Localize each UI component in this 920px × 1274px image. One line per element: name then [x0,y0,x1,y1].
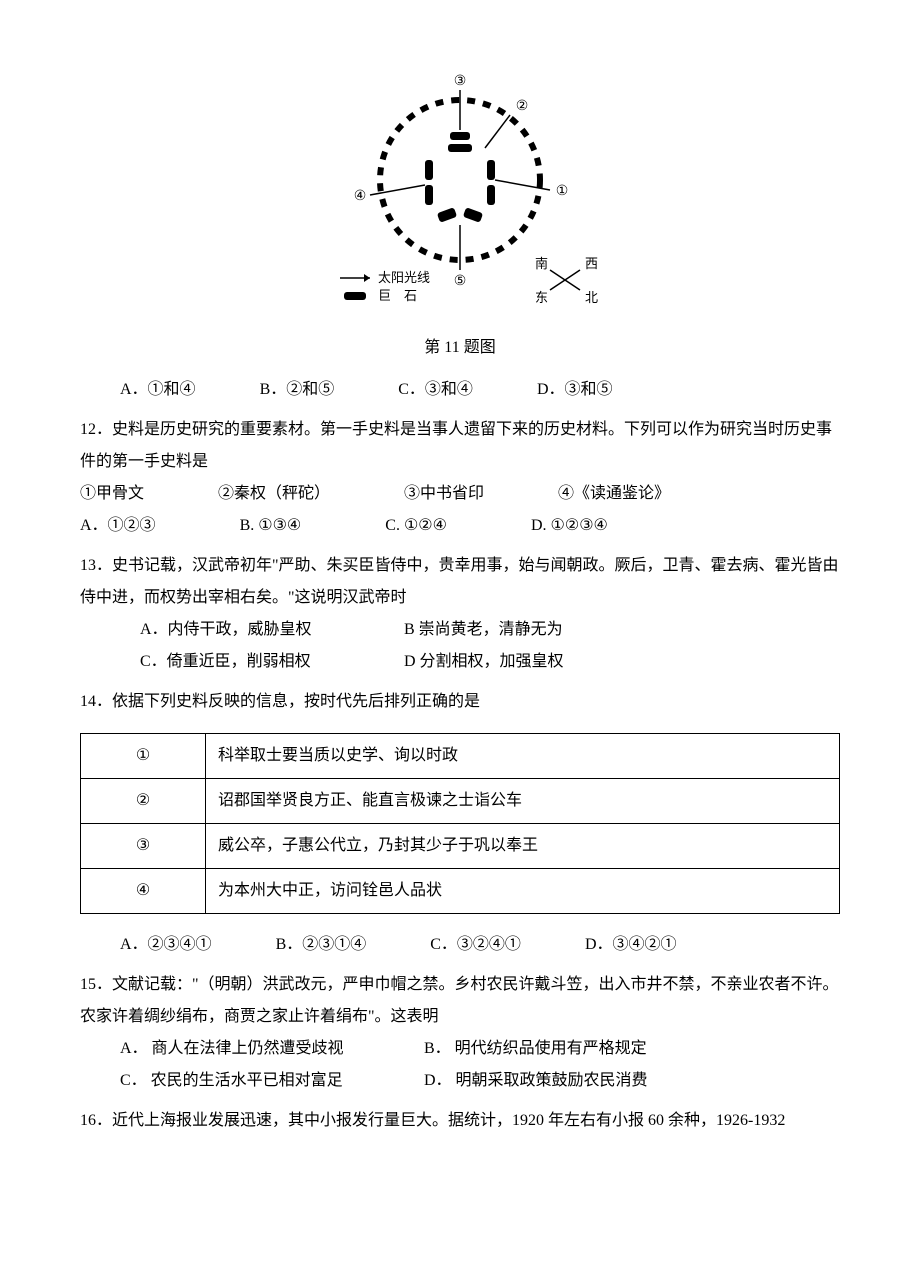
q12-text: 12．史料是历史研究的重要素材。第一手史料是当事人遗留下来的历史材料。下列可以作… [80,414,840,478]
q15-option-a: A． 商人在法律上仍然遭受歧视 [120,1033,420,1065]
label-3: ③ [454,74,467,89]
q13-option-b: B 崇尚黄老，清静无为 [404,614,563,646]
compass-w: 西 [585,256,598,271]
q14-row3-num: ③ [81,824,206,869]
q13: 13．史书记载，汉武帝初年"严助、朱买臣皆侍中，贵幸用事，始与闻朝政。厥后，卫青… [80,550,840,678]
q13-option-c: C．倚重近臣，削弱相权 [140,646,400,678]
q14-row4-text: 为本州大中正，访问铨邑人品状 [206,869,840,914]
q12-option-b: B. ①③④ [240,510,302,542]
q12: 12．史料是历史研究的重要素材。第一手史料是当事人遗留下来的历史材料。下列可以作… [80,414,840,542]
q13-option-a: A．内侍干政，威胁皇权 [140,614,400,646]
table-row: ③ 威公卒，子惠公代立，乃封其少子于巩以奉王 [81,824,840,869]
q12-options: A．①②③ B. ①③④ C. ①②④ D. ①②③④ [80,510,840,542]
q13-text: 13．史书记载，汉武帝初年"严助、朱买臣皆侍中，贵幸用事，始与闻朝政。厥后，卫青… [80,550,840,614]
compass-e: 东 [535,290,548,305]
q14-row3-text: 威公卒，子惠公代立，乃封其少子于巩以奉王 [206,824,840,869]
q13-option-d: D 分割相权，加强皇权 [404,646,564,678]
q14-row1-text: 科举取士要当质以史学、询以时政 [206,734,840,779]
label-5: ⑤ [454,274,467,289]
legend-stone-text: 巨 石 [378,288,417,303]
q14-table: ① 科举取士要当质以史学、询以时政 ② 诏郡国举贤良方正、能直言极谏之士诣公车 … [80,733,840,914]
q12-option-c: C. ①②④ [385,510,447,542]
label-4: ④ [354,189,367,204]
q11-options: A．①和④ B．②和⑤ C．③和④ D．③和⑤ [80,374,840,406]
q14-number: 14． [80,693,112,710]
q16-text: 16．近代上海报业发展迅速，其中小报发行量巨大。据统计，1920 年左右有小报 … [80,1105,840,1137]
q11-option-a: A．①和④ [120,374,196,406]
q16: 16．近代上海报业发展迅速，其中小报发行量巨大。据统计，1920 年左右有小报 … [80,1105,840,1137]
q15-text: 15．文献记载："（明朝）洪武改元，严申巾帽之禁。乡村农民许戴斗笠，出入市井不禁… [80,969,840,1033]
q14-row2-text: 诏郡国举贤良方正、能直言极谏之士诣公车 [206,779,840,824]
table-row: ① 科举取士要当质以史学、询以时政 [81,734,840,779]
q16-number: 16． [80,1112,112,1129]
q15-option-c: C． 农民的生活水平已相对富足 [120,1065,420,1097]
table-row: ② 诏郡国举贤良方正、能直言极谏之士诣公车 [81,779,840,824]
q15-number: 15． [80,976,112,993]
q14-row2-num: ② [81,779,206,824]
q14: 14．依据下列史料反映的信息，按时代先后排列正确的是 ① 科举取士要当质以史学、… [80,686,840,961]
q13-number: 13． [80,557,112,574]
q12-option-a: A．①②③ [80,510,156,542]
q14-row1-num: ① [81,734,206,779]
label-1: ① [556,184,569,199]
q12-item-2: ②秦权（秤砣） [218,478,330,510]
q15-option-d: D． 明朝采取政策鼓励农民消费 [424,1065,724,1097]
q14-option-c: C．③②④① [430,929,521,961]
q14-option-d: D．③④②① [585,929,677,961]
q14-option-a: A．②③④① [120,929,212,961]
q14-text: 14．依据下列史料反映的信息，按时代先后排列正确的是 [80,686,840,718]
q14-row4-num: ④ [81,869,206,914]
q15-option-b: B． 明代纺织品使用有严格规定 [424,1033,724,1065]
table-row: ④ 为本州大中正，访问铨邑人品状 [81,869,840,914]
q11-option-c: C．③和④ [398,374,473,406]
q12-item-4: ④《读通鉴论》 [558,478,670,510]
label-2: ② [516,99,529,114]
q13-options: A．内侍干政，威胁皇权 B 崇尚黄老，清静无为 C．倚重近臣，削弱相权 D 分割… [80,614,840,678]
q12-option-d: D. ①②③④ [531,510,608,542]
q14-option-b: B．②③①④ [276,929,367,961]
stonehenge-diagram: ③ ② ① ④ ⑤ 太阳光线 巨 石 南 西 东 北 [310,60,610,310]
compass-n: 南 [535,256,548,271]
q12-item-3: ③中书省印 [404,478,484,510]
q15-options: A． 商人在法律上仍然遭受歧视 B． 明代纺织品使用有严格规定 C． 农民的生活… [80,1033,840,1097]
q11-diagram: ③ ② ① ④ ⑤ 太阳光线 巨 石 南 西 东 北 [80,60,840,322]
q11-option-b: B．②和⑤ [260,374,335,406]
q12-items: ①甲骨文 ②秦权（秤砣） ③中书省印 ④《读通鉴论》 [80,478,840,510]
diagram-caption: 第 11 题图 [80,332,840,364]
q15: 15．文献记载："（明朝）洪武改元，严申巾帽之禁。乡村农民许戴斗笠，出入市井不禁… [80,969,840,1097]
q11-option-d: D．③和⑤ [537,374,613,406]
compass-s: 北 [585,290,598,305]
q12-item-1: ①甲骨文 [80,478,144,510]
legend-arrow-text: 太阳光线 [378,270,430,285]
q14-options: A．②③④① B．②③①④ C．③②④① D．③④②① [80,929,840,961]
q12-number: 12． [80,421,112,438]
